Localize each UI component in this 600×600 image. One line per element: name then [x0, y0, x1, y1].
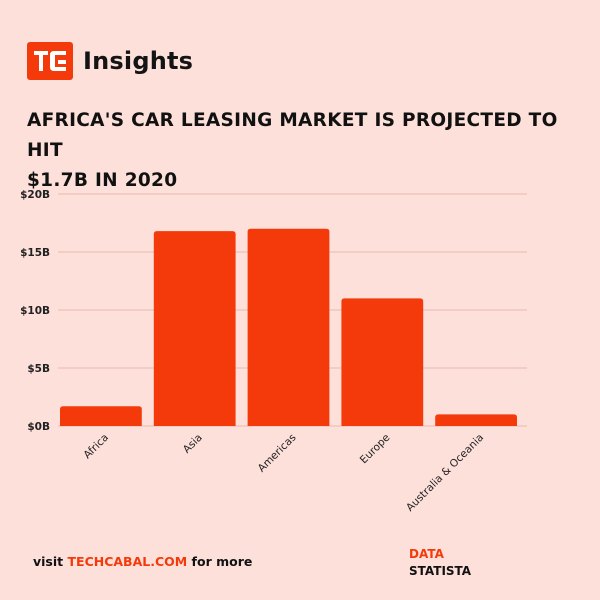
- data-label: DATA: [409, 547, 444, 561]
- x-tick-label: Europe: [358, 432, 393, 467]
- bar: [60, 406, 142, 426]
- y-tick-label: $5B: [27, 363, 50, 375]
- tc-logo-icon: [27, 42, 73, 80]
- bar: [341, 298, 424, 426]
- y-tick-label: $20B: [20, 189, 50, 201]
- x-tick-label: Asia: [181, 432, 205, 456]
- footer-suffix: for more: [187, 554, 253, 569]
- footer-site-link[interactable]: TECHCABAL.COM: [67, 554, 188, 569]
- x-tick-label: Africa: [81, 432, 111, 462]
- bar: [247, 228, 330, 426]
- source-name: STATISTA: [409, 564, 472, 578]
- bar: [435, 414, 517, 426]
- x-tick-label: Americas: [256, 432, 299, 475]
- chart-title: AFRICA'S CAR LEASING MARKET IS PROJECTED…: [27, 106, 572, 196]
- data-source: DATA STATISTA: [409, 546, 471, 580]
- title-line-1: AFRICA'S CAR LEASING MARKET IS PROJECTED…: [27, 110, 558, 161]
- y-tick-label: $10B: [20, 305, 50, 317]
- brand-name: Insights: [83, 47, 194, 75]
- y-tick-label: $15B: [20, 247, 50, 259]
- footer-prefix: visit: [33, 554, 68, 569]
- footer-cta: visit TECHCABAL.COM for more: [33, 554, 252, 569]
- bar: [153, 231, 236, 426]
- title-line-2: $1.7B IN 2020: [27, 170, 178, 191]
- y-tick-label: $0B: [27, 421, 50, 433]
- brand-logo: Insights: [27, 42, 193, 80]
- x-tick-label: Australia & Oceania: [404, 432, 486, 514]
